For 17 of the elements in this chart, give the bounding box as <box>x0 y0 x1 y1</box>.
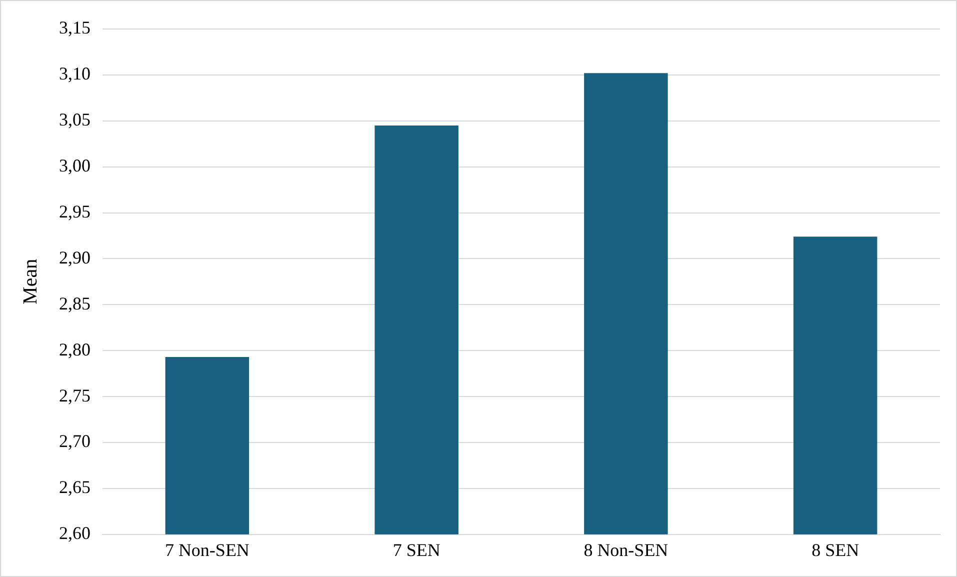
x-tick-label: 7 SEN <box>392 540 440 560</box>
y-tick-label: 3,10 <box>59 64 90 84</box>
y-tick-label: 2,70 <box>59 431 90 452</box>
x-tick-label: 8 Non-SEN <box>584 540 668 560</box>
y-tick-label: 3,00 <box>59 156 90 176</box>
y-tick-label: 2,60 <box>59 523 90 544</box>
x-tick-label: 8 SEN <box>812 540 860 560</box>
y-tick-label: 2,75 <box>59 385 90 406</box>
y-tick-label: 2,90 <box>59 247 90 268</box>
y-tick-label: 2,80 <box>59 339 90 360</box>
y-tick-label: 3,05 <box>59 110 90 130</box>
y-tick-label: 2,95 <box>59 202 90 222</box>
y-axis-title: Mean <box>19 258 42 304</box>
y-tick-label: 3,15 <box>59 18 90 38</box>
y-tick-label: 2,85 <box>59 293 90 314</box>
y-tick-label: 2,65 <box>59 477 90 498</box>
x-tick-label: 7 Non-SEN <box>164 540 250 560</box>
